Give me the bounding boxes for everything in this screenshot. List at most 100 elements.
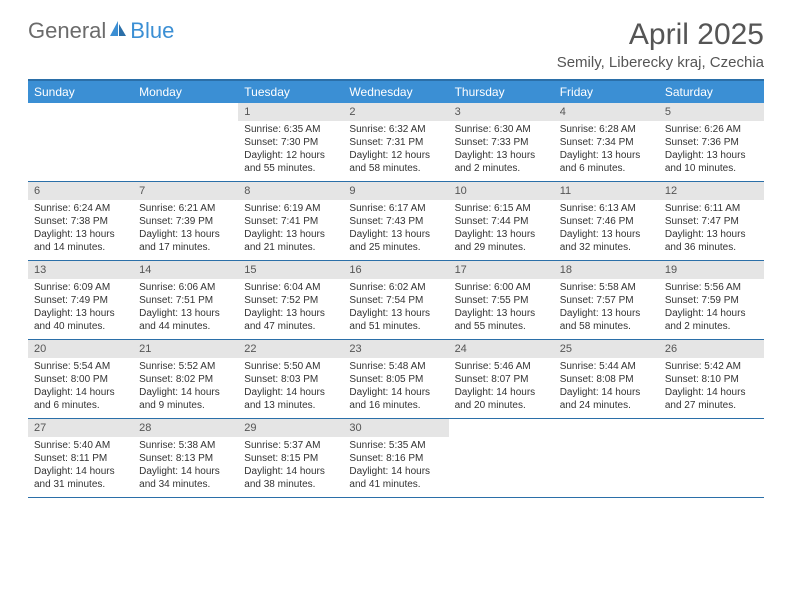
day-number: 26	[659, 340, 764, 358]
sunset-text: Sunset: 8:13 PM	[139, 452, 232, 465]
daylight-text: and 58 minutes.	[560, 320, 653, 333]
sunset-text: Sunset: 8:10 PM	[665, 373, 758, 386]
day-header: Friday	[554, 81, 659, 103]
day-cell: 16Sunrise: 6:02 AMSunset: 7:54 PMDayligh…	[343, 261, 448, 339]
day-content: Sunrise: 5:44 AMSunset: 8:08 PMDaylight:…	[554, 358, 659, 416]
day-number: 6	[28, 182, 133, 200]
daylight-text: Daylight: 13 hours	[560, 307, 653, 320]
day-cell: 22Sunrise: 5:50 AMSunset: 8:03 PMDayligh…	[238, 340, 343, 418]
day-content: Sunrise: 6:00 AMSunset: 7:55 PMDaylight:…	[449, 279, 554, 337]
day-content: Sunrise: 5:56 AMSunset: 7:59 PMDaylight:…	[659, 279, 764, 337]
day-content: Sunrise: 6:13 AMSunset: 7:46 PMDaylight:…	[554, 200, 659, 258]
sunset-text: Sunset: 7:47 PM	[665, 215, 758, 228]
day-cell	[659, 419, 764, 497]
day-number: 5	[659, 103, 764, 121]
day-content: Sunrise: 6:35 AMSunset: 7:30 PMDaylight:…	[238, 121, 343, 179]
day-content: Sunrise: 5:38 AMSunset: 8:13 PMDaylight:…	[133, 437, 238, 495]
sunrise-text: Sunrise: 6:13 AM	[560, 202, 653, 215]
day-number: 12	[659, 182, 764, 200]
day-cell: 25Sunrise: 5:44 AMSunset: 8:08 PMDayligh…	[554, 340, 659, 418]
day-content: Sunrise: 5:37 AMSunset: 8:15 PMDaylight:…	[238, 437, 343, 495]
daylight-text: Daylight: 13 hours	[665, 228, 758, 241]
day-number: 23	[343, 340, 448, 358]
daylight-text: and 17 minutes.	[139, 241, 232, 254]
daylight-text: Daylight: 14 hours	[34, 465, 127, 478]
sunset-text: Sunset: 7:34 PM	[560, 136, 653, 149]
day-cell	[449, 419, 554, 497]
sunset-text: Sunset: 8:07 PM	[455, 373, 548, 386]
day-content: Sunrise: 6:06 AMSunset: 7:51 PMDaylight:…	[133, 279, 238, 337]
daylight-text: Daylight: 13 hours	[139, 228, 232, 241]
day-cell: 18Sunrise: 5:58 AMSunset: 7:57 PMDayligh…	[554, 261, 659, 339]
logo-sail-icon	[108, 19, 128, 44]
day-content: Sunrise: 6:21 AMSunset: 7:39 PMDaylight:…	[133, 200, 238, 258]
day-cell	[133, 103, 238, 181]
sunset-text: Sunset: 7:46 PM	[560, 215, 653, 228]
day-number: 11	[554, 182, 659, 200]
daylight-text: and 29 minutes.	[455, 241, 548, 254]
day-content: Sunrise: 6:09 AMSunset: 7:49 PMDaylight:…	[28, 279, 133, 337]
sunrise-text: Sunrise: 6:35 AM	[244, 123, 337, 136]
day-number: 3	[449, 103, 554, 121]
sunrise-text: Sunrise: 5:52 AM	[139, 360, 232, 373]
day-number: 19	[659, 261, 764, 279]
daylight-text: Daylight: 13 hours	[349, 228, 442, 241]
day-content: Sunrise: 6:26 AMSunset: 7:36 PMDaylight:…	[659, 121, 764, 179]
daylight-text: Daylight: 13 hours	[34, 307, 127, 320]
daylight-text: Daylight: 12 hours	[244, 149, 337, 162]
daylight-text: and 25 minutes.	[349, 241, 442, 254]
day-cell: 30Sunrise: 5:35 AMSunset: 8:16 PMDayligh…	[343, 419, 448, 497]
daylight-text: and 55 minutes.	[244, 162, 337, 175]
day-number: 9	[343, 182, 448, 200]
daylight-text: and 20 minutes.	[455, 399, 548, 412]
sunrise-text: Sunrise: 6:00 AM	[455, 281, 548, 294]
day-cell: 27Sunrise: 5:40 AMSunset: 8:11 PMDayligh…	[28, 419, 133, 497]
day-content: Sunrise: 6:04 AMSunset: 7:52 PMDaylight:…	[238, 279, 343, 337]
daylight-text: and 10 minutes.	[665, 162, 758, 175]
day-content: Sunrise: 6:15 AMSunset: 7:44 PMDaylight:…	[449, 200, 554, 258]
sunrise-text: Sunrise: 5:50 AM	[244, 360, 337, 373]
day-number: 18	[554, 261, 659, 279]
day-number	[554, 419, 659, 435]
day-content: Sunrise: 5:42 AMSunset: 8:10 PMDaylight:…	[659, 358, 764, 416]
daylight-text: Daylight: 13 hours	[34, 228, 127, 241]
daylight-text: and 38 minutes.	[244, 478, 337, 491]
day-content: Sunrise: 5:35 AMSunset: 8:16 PMDaylight:…	[343, 437, 448, 495]
week-row: 20Sunrise: 5:54 AMSunset: 8:00 PMDayligh…	[28, 340, 764, 419]
daylight-text: and 47 minutes.	[244, 320, 337, 333]
day-cell: 12Sunrise: 6:11 AMSunset: 7:47 PMDayligh…	[659, 182, 764, 260]
day-number: 24	[449, 340, 554, 358]
sunrise-text: Sunrise: 6:04 AM	[244, 281, 337, 294]
day-number: 29	[238, 419, 343, 437]
sunset-text: Sunset: 8:00 PM	[34, 373, 127, 386]
logo-text-blue: Blue	[130, 18, 174, 44]
daylight-text: Daylight: 13 hours	[244, 228, 337, 241]
day-content: Sunrise: 5:52 AMSunset: 8:02 PMDaylight:…	[133, 358, 238, 416]
daylight-text: Daylight: 14 hours	[349, 386, 442, 399]
month-title: April 2025	[557, 18, 764, 52]
day-cell: 20Sunrise: 5:54 AMSunset: 8:00 PMDayligh…	[28, 340, 133, 418]
daylight-text: and 16 minutes.	[349, 399, 442, 412]
daylight-text: Daylight: 13 hours	[560, 228, 653, 241]
day-content: Sunrise: 5:48 AMSunset: 8:05 PMDaylight:…	[343, 358, 448, 416]
day-content: Sunrise: 6:30 AMSunset: 7:33 PMDaylight:…	[449, 121, 554, 179]
day-cell: 10Sunrise: 6:15 AMSunset: 7:44 PMDayligh…	[449, 182, 554, 260]
sunrise-text: Sunrise: 6:21 AM	[139, 202, 232, 215]
daylight-text: Daylight: 14 hours	[244, 386, 337, 399]
day-number	[28, 103, 133, 119]
logo-text-general: General	[28, 18, 106, 44]
day-number: 28	[133, 419, 238, 437]
sunrise-text: Sunrise: 5:54 AM	[34, 360, 127, 373]
day-number	[449, 419, 554, 435]
location-text: Semily, Liberecky kraj, Czechia	[557, 54, 764, 71]
daylight-text: and 41 minutes.	[349, 478, 442, 491]
daylight-text: Daylight: 13 hours	[139, 307, 232, 320]
week-row: 6Sunrise: 6:24 AMSunset: 7:38 PMDaylight…	[28, 182, 764, 261]
day-number: 30	[343, 419, 448, 437]
week-row: 1Sunrise: 6:35 AMSunset: 7:30 PMDaylight…	[28, 103, 764, 182]
day-content: Sunrise: 5:40 AMSunset: 8:11 PMDaylight:…	[28, 437, 133, 495]
daylight-text: and 9 minutes.	[139, 399, 232, 412]
day-cell: 21Sunrise: 5:52 AMSunset: 8:02 PMDayligh…	[133, 340, 238, 418]
sunset-text: Sunset: 7:52 PM	[244, 294, 337, 307]
sunrise-text: Sunrise: 5:38 AM	[139, 439, 232, 452]
